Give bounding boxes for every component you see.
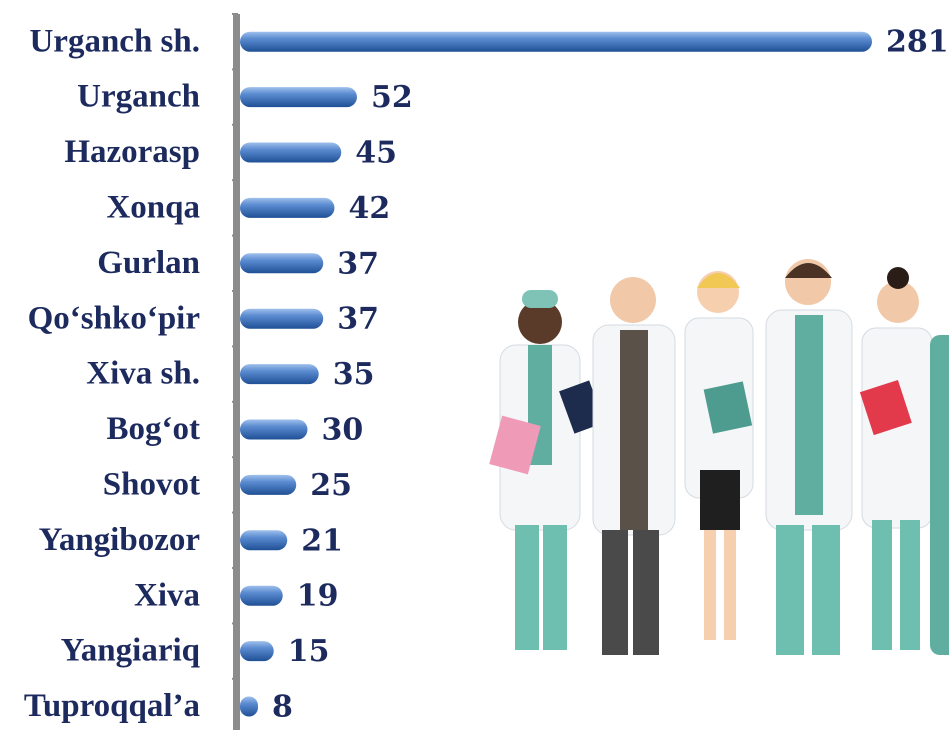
category-label: Xiva xyxy=(134,577,200,613)
bar xyxy=(240,641,274,661)
bar xyxy=(240,364,319,384)
bar xyxy=(240,143,341,163)
bar xyxy=(240,253,323,273)
value-label: 30 xyxy=(321,413,363,448)
category-label: Xiva sh. xyxy=(86,356,200,392)
bar xyxy=(240,32,872,52)
value-label: 52 xyxy=(371,80,413,115)
doctors-illustration xyxy=(489,259,949,655)
page: {"chart_data": {"type": "bar", "orientat… xyxy=(0,0,949,730)
bar xyxy=(240,309,323,329)
category-label: Qo‘shko‘pir xyxy=(28,300,200,336)
category-label: Bog‘ot xyxy=(107,411,201,447)
value-label: 45 xyxy=(355,136,397,171)
value-label: 37 xyxy=(337,246,379,281)
category-label: Hazorasp xyxy=(64,134,200,170)
category-label: Gurlan xyxy=(97,245,200,281)
value-label: 35 xyxy=(333,357,375,392)
bar xyxy=(240,530,287,550)
bar xyxy=(240,697,258,717)
bar xyxy=(240,87,357,107)
category-label: Yangibozor xyxy=(39,522,200,558)
category-label: Tuproqqal’a xyxy=(24,688,200,724)
bar xyxy=(240,420,307,440)
bar xyxy=(240,586,283,606)
value-label: 281 xyxy=(886,25,949,60)
category-label: Yangiariq xyxy=(61,633,201,669)
category-label: Shovot xyxy=(103,466,200,502)
value-label: 19 xyxy=(297,579,339,614)
bar xyxy=(240,475,296,495)
value-label: 42 xyxy=(348,191,390,226)
chart: Urganch sh. 281 Urganch 52 Hazorasp 45 Xonqa 42… xyxy=(0,0,949,730)
value-label: 25 xyxy=(310,468,352,503)
value-label: 8 xyxy=(272,690,293,725)
category-label: Urganch xyxy=(77,79,200,115)
value-label: 15 xyxy=(288,634,330,669)
value-label: 21 xyxy=(301,523,343,558)
category-label: Xonqa xyxy=(106,189,200,225)
bar xyxy=(240,198,334,218)
category-label: Urganch sh. xyxy=(29,23,200,59)
value-label: 37 xyxy=(337,302,379,337)
